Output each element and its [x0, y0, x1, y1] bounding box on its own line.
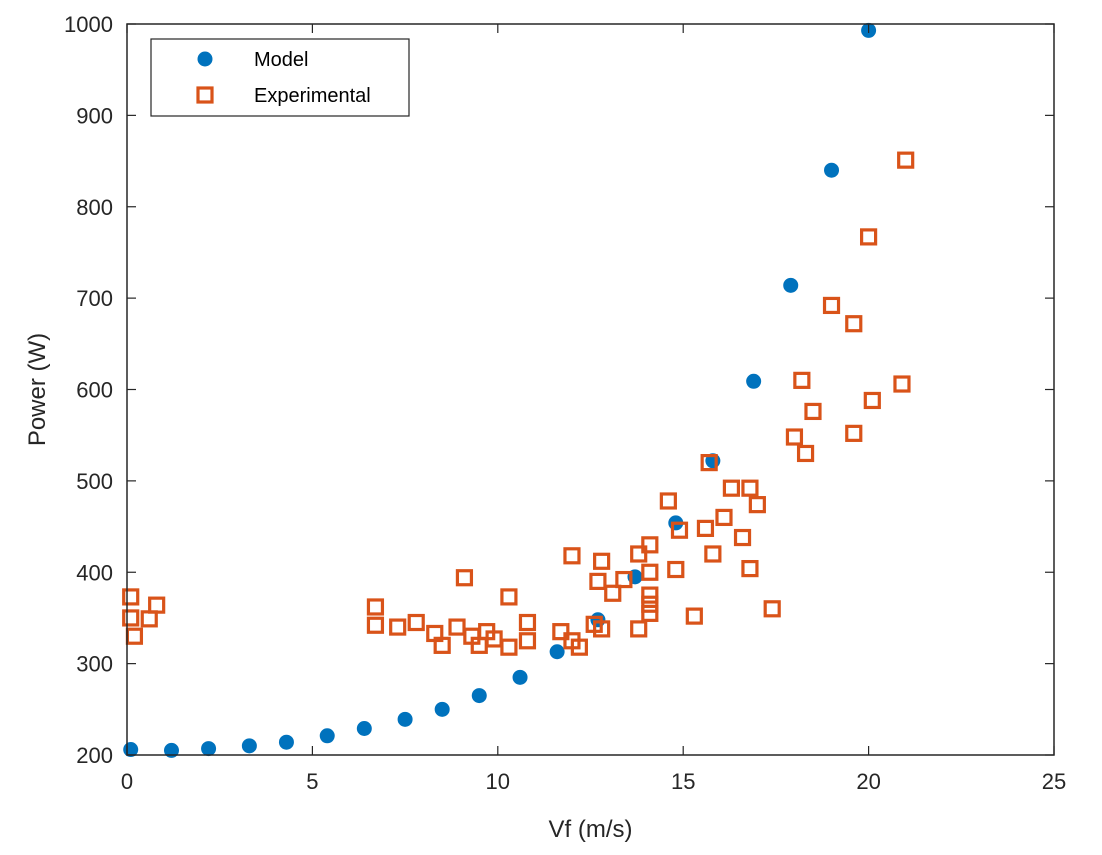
experimental-point [366, 598, 385, 616]
legend-marker-model [197, 51, 213, 67]
legend-label-experimental: Experimental [254, 85, 371, 107]
experimental-point [641, 563, 659, 581]
x-axis-ticks: 0 5 10 15 20 25 [121, 24, 1066, 794]
experimental-point [741, 559, 759, 578]
experimental-point [455, 569, 474, 587]
experimental-point [822, 296, 841, 315]
experimental-point [518, 613, 537, 632]
experimental-point [448, 618, 466, 636]
experimental-point [845, 315, 863, 333]
experimental-point [122, 588, 140, 606]
experimental-point [685, 607, 703, 625]
model-point [356, 721, 372, 737]
experimental-point [570, 638, 588, 656]
experimental-point [641, 604, 659, 622]
experimental-point [615, 570, 633, 589]
x-tick-label: 0 [121, 769, 133, 794]
y-tick-label: 700 [76, 286, 113, 311]
experimental-point [433, 636, 451, 654]
experimental-point [793, 371, 811, 389]
experimental-point [893, 375, 911, 393]
experimental-point [593, 552, 611, 570]
experimental-point [715, 508, 733, 527]
model-point [824, 162, 840, 178]
model-point [201, 741, 217, 757]
experimental-point [659, 492, 677, 510]
y-tick-label: 500 [76, 469, 113, 494]
experimental-point [500, 588, 518, 606]
experimental-point [804, 402, 822, 421]
model-point [278, 734, 294, 750]
data-marks [122, 22, 915, 758]
experimental-point [407, 613, 425, 632]
experimental-point [563, 547, 581, 565]
experimental-point [630, 545, 648, 563]
model-point [241, 738, 257, 754]
y-axis-label: Power (W) [24, 333, 51, 446]
experimental-point [741, 479, 759, 497]
model-point [590, 612, 606, 628]
experimental-point [763, 600, 781, 618]
model-point [512, 669, 528, 685]
experimental-point [641, 536, 659, 554]
experimental-point [704, 545, 722, 563]
experimental-point [785, 428, 804, 446]
experimental-point [845, 424, 863, 442]
x-tick-label: 25 [1042, 769, 1066, 794]
experimental-point [796, 444, 815, 463]
experimental-point [589, 572, 607, 590]
experimental-point [641, 586, 659, 604]
legend-marker-experimental [196, 86, 214, 104]
experimental-point [366, 616, 385, 634]
experimental-point [859, 228, 878, 246]
x-tick-label: 15 [671, 769, 695, 794]
experimental-point [696, 519, 715, 537]
x-tick-label: 20 [856, 769, 880, 794]
legend-label-model: Model [254, 49, 308, 71]
experimental-point [722, 479, 741, 497]
experimental-point [593, 620, 611, 638]
experimental-point [389, 618, 407, 636]
model-point [746, 373, 762, 389]
y-tick-label: 1000 [64, 12, 113, 37]
y-axis-ticks: 200 300 400 500 600 700 800 900 1000 [64, 12, 1054, 768]
x-axis-label: Vf (m/s) [549, 816, 633, 843]
model-point [434, 701, 450, 717]
y-tick-label: 600 [76, 378, 113, 403]
y-tick-label: 200 [76, 743, 113, 768]
experimental-point [863, 391, 881, 410]
experimental-point [667, 560, 685, 579]
experimental-point [897, 151, 915, 169]
x-tick-label: 5 [306, 769, 318, 794]
model-point [783, 277, 799, 293]
model-point [471, 688, 487, 704]
legend: Model Experimental [150, 38, 410, 117]
experimental-point [604, 584, 622, 602]
model-point [319, 728, 335, 744]
y-tick-label: 800 [76, 195, 113, 220]
x-tick-label: 10 [486, 769, 510, 794]
experimental-point [148, 596, 166, 614]
experimental-point [552, 623, 570, 641]
model-point [549, 644, 565, 660]
experimental-point [700, 454, 718, 472]
y-tick-label: 300 [76, 652, 113, 677]
y-tick-label: 900 [76, 103, 113, 128]
experimental-point [670, 521, 689, 539]
experimental-point [630, 620, 648, 638]
model-point [163, 742, 179, 758]
experimental-point [518, 632, 537, 650]
experimental-point [748, 496, 766, 514]
experimental-point [641, 595, 659, 613]
legend-box [150, 38, 410, 117]
experimental-point [733, 528, 752, 547]
experimental-point [122, 609, 140, 627]
y-tick-label: 400 [76, 560, 113, 585]
model-point [397, 711, 413, 727]
experimental-point [500, 638, 518, 656]
